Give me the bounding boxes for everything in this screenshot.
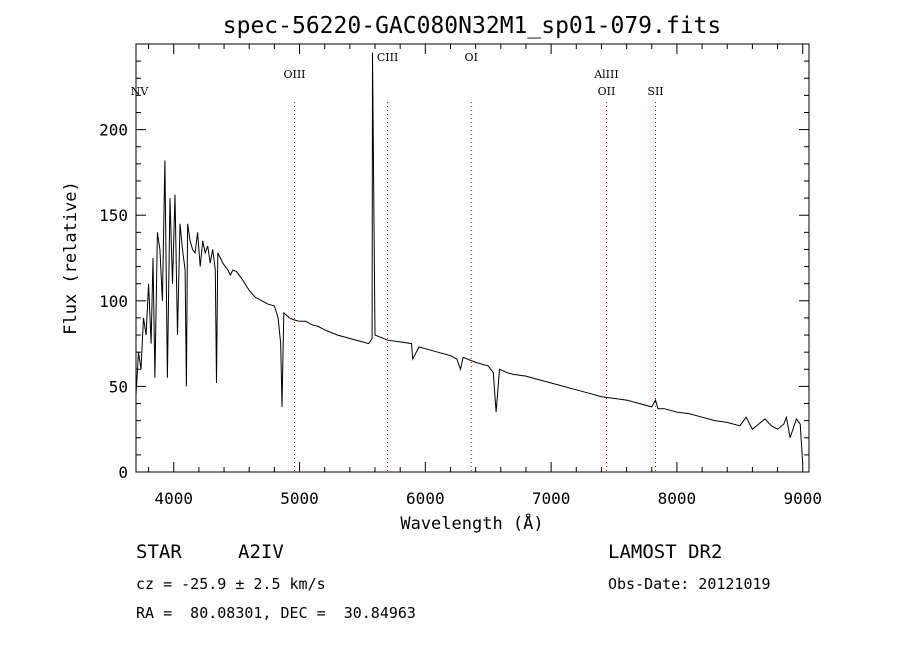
line-label-aliii: AlIII (593, 68, 619, 81)
x-axis-label: Wavelength (Å) (400, 512, 543, 534)
redshift-text: cz = -25.9 ± 2.5 km/s (136, 575, 326, 593)
coordinates-text: RA = 80.08301, DEC = 30.84963 (136, 604, 416, 622)
x-tick-label: 5000 (280, 489, 319, 508)
y-tick-label: 50 (109, 377, 128, 396)
survey-name: LAMOST DR2 (608, 541, 722, 563)
line-label-oi: OI (465, 51, 478, 64)
line-label-ciii: CIII (377, 51, 398, 64)
spectrum-info: STAR A2IV LAMOST DR2 cz = -25.9 ± 2.5 km… (136, 541, 771, 622)
spectrum-line (135, 52, 804, 464)
x-tick-label: 6000 (406, 489, 445, 508)
y-tick-label: 100 (99, 292, 128, 311)
line-label-oii: OII (598, 85, 616, 98)
y-axis-label: Flux (relative) (61, 181, 81, 335)
x-tick-label: 9000 (783, 489, 822, 508)
y-tick-label: 0 (118, 463, 128, 482)
line-label-oiii: OIII (283, 68, 305, 81)
object-class: STAR (136, 541, 182, 563)
line-markers: NV OIII CIII OI AlIII OII SII (131, 51, 664, 472)
y-axis-ticks: 0 50 100 150 200 (99, 60, 809, 482)
spectrum-series (135, 52, 804, 464)
obs-date-text: Obs-Date: 20121019 (608, 575, 771, 593)
object-subclass: A2IV (238, 541, 284, 563)
line-label-sii: SII (647, 85, 663, 98)
y-tick-label: 200 (99, 121, 128, 140)
x-axis-ticks: 4000 5000 6000 7000 8000 9000 (148, 44, 822, 508)
chart-title: spec-56220-GAC080N32M1_sp01-079.fits (223, 13, 722, 39)
plot-frame (135, 43, 810, 473)
y-tick-label: 150 (99, 206, 128, 225)
x-tick-label: 4000 (154, 489, 193, 508)
x-tick-label: 8000 (658, 489, 697, 508)
line-label-nv: NV (131, 85, 150, 98)
x-tick-label: 7000 (532, 489, 571, 508)
